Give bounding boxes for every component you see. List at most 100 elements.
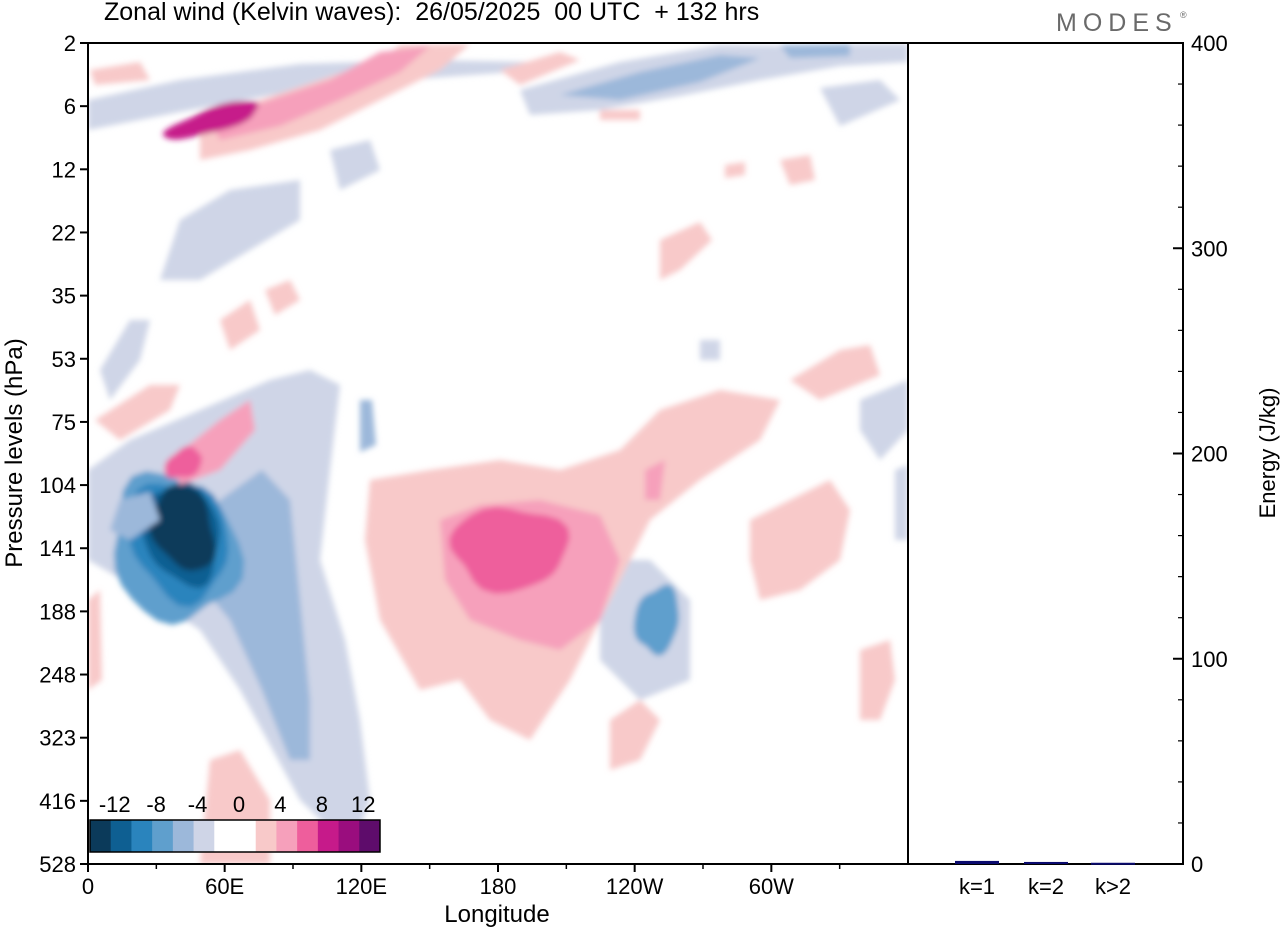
contour-patch bbox=[220, 300, 260, 350]
contour-patch bbox=[265, 280, 300, 315]
contour-patch bbox=[750, 480, 850, 600]
contour-patch bbox=[600, 110, 640, 120]
energy-bars bbox=[955, 860, 1135, 865]
bar-category-label: k=1 bbox=[959, 874, 995, 899]
contour-patch bbox=[645, 460, 665, 500]
contour-patch bbox=[95, 385, 180, 440]
energy-bar bbox=[1024, 861, 1068, 864]
y-tick-label: 6 bbox=[64, 94, 76, 119]
heatmap-plot-area bbox=[87, 42, 909, 865]
x-tick-label: 0 bbox=[82, 874, 94, 899]
contour-patch bbox=[360, 400, 376, 452]
y-tick-label: 12 bbox=[52, 157, 76, 182]
energy-tick-label: 400 bbox=[1191, 31, 1228, 56]
contour-patch bbox=[790, 345, 880, 400]
colorbar-label: 4 bbox=[274, 792, 286, 817]
energy-tick-label: 200 bbox=[1191, 442, 1228, 467]
contour-patch bbox=[610, 700, 660, 770]
colorbar-swatch bbox=[131, 820, 153, 852]
contour-patch bbox=[780, 44, 850, 58]
pressure-axis: 2 6 12 22 35 53 75 104 141 188 248 323 416 528 bbox=[39, 31, 88, 877]
longitude-axis: 0 60E 120E 180 120W 60W bbox=[82, 864, 841, 899]
x-tick-label: 120W bbox=[606, 874, 664, 899]
y-tick-label: 188 bbox=[39, 599, 76, 624]
brand-logo: MODES bbox=[1056, 9, 1178, 37]
x-tick-label: 120E bbox=[336, 874, 387, 899]
colorbar: -12 -8 -4 0 4 8 12 bbox=[89, 792, 381, 853]
x-tick-label: 60E bbox=[205, 874, 244, 899]
contour-patch bbox=[560, 55, 760, 100]
pressure-axis-label: Pressure levels (hPa) bbox=[1, 338, 28, 567]
chart-title: Zonal wind (Kelvin waves): 26/05/2025 00… bbox=[104, 0, 760, 26]
colorbar-label: 0 bbox=[233, 792, 245, 817]
colorbar-label: 12 bbox=[351, 792, 375, 817]
colorbar-swatch bbox=[90, 820, 112, 852]
x-tick-label: 180 bbox=[480, 874, 517, 899]
bar-category-label: k=2 bbox=[1028, 874, 1064, 899]
energy-axis-label: Energy (J/kg) bbox=[1255, 388, 1280, 519]
contour-patch bbox=[88, 60, 540, 130]
contour-patch bbox=[90, 62, 150, 85]
colorbar-swatch bbox=[255, 820, 277, 852]
contour-patch bbox=[88, 590, 102, 690]
y-tick-label: 75 bbox=[52, 410, 76, 435]
y-tick-label: 2 bbox=[64, 31, 76, 56]
colorbar-swatch bbox=[297, 820, 319, 852]
colorbar-frame bbox=[89, 819, 381, 853]
y-tick-label: 141 bbox=[39, 536, 76, 561]
energy-tick-label: 100 bbox=[1191, 647, 1228, 672]
bar-category-label: k>2 bbox=[1095, 874, 1131, 899]
contour-patch bbox=[162, 101, 259, 140]
contour-patch bbox=[110, 492, 160, 540]
colorbar-swatch bbox=[152, 820, 174, 852]
contour-patch bbox=[860, 380, 908, 460]
contour-patch bbox=[160, 180, 300, 280]
colorbar-swatch bbox=[110, 820, 132, 852]
contour-patch bbox=[148, 485, 216, 571]
contour-patch bbox=[164, 445, 202, 479]
energy-tick-label: 0 bbox=[1191, 852, 1203, 877]
energy-tick-label: 300 bbox=[1191, 236, 1228, 261]
contour-patch bbox=[634, 584, 679, 656]
contour-patch bbox=[780, 155, 815, 185]
contour-patch bbox=[820, 80, 900, 126]
y-tick-label: 35 bbox=[52, 284, 76, 309]
colorbar-swatch bbox=[172, 820, 195, 852]
colorbar-swatch bbox=[193, 820, 215, 852]
contour-patch bbox=[500, 52, 580, 85]
colorbar-swatch bbox=[235, 820, 257, 852]
energy-bar bbox=[955, 860, 999, 864]
registered-mark: ® bbox=[1180, 10, 1187, 20]
wind-contours bbox=[88, 44, 908, 864]
colorbar-swatch bbox=[338, 820, 360, 852]
contour-patch bbox=[700, 340, 720, 360]
contour-patch bbox=[725, 162, 745, 178]
colorbar-swatch bbox=[276, 820, 298, 852]
contour-patch bbox=[100, 320, 150, 400]
y-tick-label: 53 bbox=[52, 347, 76, 372]
energy-bar-plot bbox=[907, 42, 1184, 865]
colorbar-label: -12 bbox=[99, 792, 131, 817]
colorbar-label: 8 bbox=[316, 792, 328, 817]
colorbar-swatch bbox=[214, 820, 236, 852]
y-tick-label: 416 bbox=[39, 789, 76, 814]
y-tick-label: 323 bbox=[39, 726, 76, 751]
y-tick-label: 104 bbox=[39, 473, 76, 498]
contour-patch bbox=[330, 140, 380, 190]
contour-patch bbox=[210, 46, 430, 140]
colorbar-label: -4 bbox=[188, 792, 208, 817]
contour-patch bbox=[449, 506, 570, 594]
contour-patch bbox=[660, 222, 712, 280]
y-tick-label: 22 bbox=[52, 220, 76, 245]
longitude-axis-label: Longitude bbox=[444, 901, 549, 928]
bar-plot-frame bbox=[907, 42, 1184, 865]
contour-patch bbox=[860, 640, 895, 720]
x-tick-label: 60W bbox=[749, 874, 794, 899]
y-tick-label: 528 bbox=[39, 852, 76, 877]
contour-patch bbox=[895, 465, 908, 540]
colorbar-label: -8 bbox=[146, 792, 166, 817]
colorbar-swatch bbox=[317, 820, 340, 852]
wavenumber-axis: k=1 k=2 k>2 bbox=[959, 874, 1131, 899]
colorbar-swatch bbox=[359, 820, 381, 852]
